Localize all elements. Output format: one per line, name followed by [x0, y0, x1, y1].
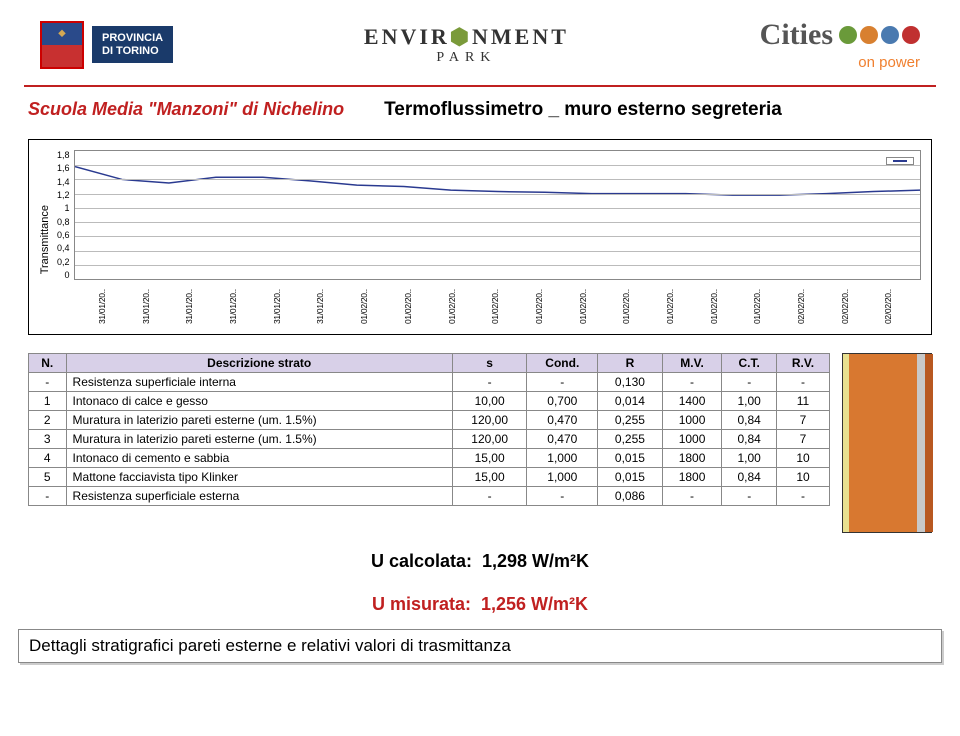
- footer-caption: Dettagli stratigrafici pareti esterne e …: [18, 629, 942, 663]
- u-measured: U misurata: 1,256 W/m²K: [0, 594, 960, 615]
- header-logos: ⬥ PROVINCIA DI TORINO ENVIR⬢NMENT PARK C…: [0, 0, 960, 81]
- strata-table: N.Descrizione stratosCond.RM.V.C.T.R.V. …: [28, 353, 830, 506]
- shield-icon: ⬥: [40, 21, 84, 69]
- logo-cities-on-power: Cities on power: [760, 18, 920, 71]
- wall-section-graphic: [842, 353, 932, 533]
- chart-xticks: 31/01/20..31/01/20..31/01/20..31/01/20..…: [57, 280, 921, 290]
- torino-line1: PROVINCIA: [102, 32, 163, 45]
- titles: Scuola Media "Manzoni" di Nichelino Term…: [0, 99, 960, 121]
- torino-line2: DI TORINO: [102, 45, 163, 58]
- chart-plot: [74, 150, 921, 280]
- title-left: Scuola Media "Manzoni" di Nichelino: [28, 99, 344, 121]
- transmittance-chart: Transmittance 1,81,61,41,210,80,60,40,20…: [28, 139, 932, 335]
- logo-provincia-torino: ⬥ PROVINCIA DI TORINO: [40, 21, 173, 69]
- title-right: Termoflussimetro _ muro esterno segreter…: [384, 99, 782, 121]
- chart-ylabel: Transmittance: [39, 205, 51, 274]
- u-calculated: U calcolata: 1,298 W/m²K: [0, 551, 960, 572]
- logo-environment-park: ENVIR⬢NMENT PARK: [364, 24, 569, 66]
- header-rule: [24, 85, 936, 87]
- chart-yticks: 1,81,61,41,210,80,60,40,20: [57, 150, 74, 280]
